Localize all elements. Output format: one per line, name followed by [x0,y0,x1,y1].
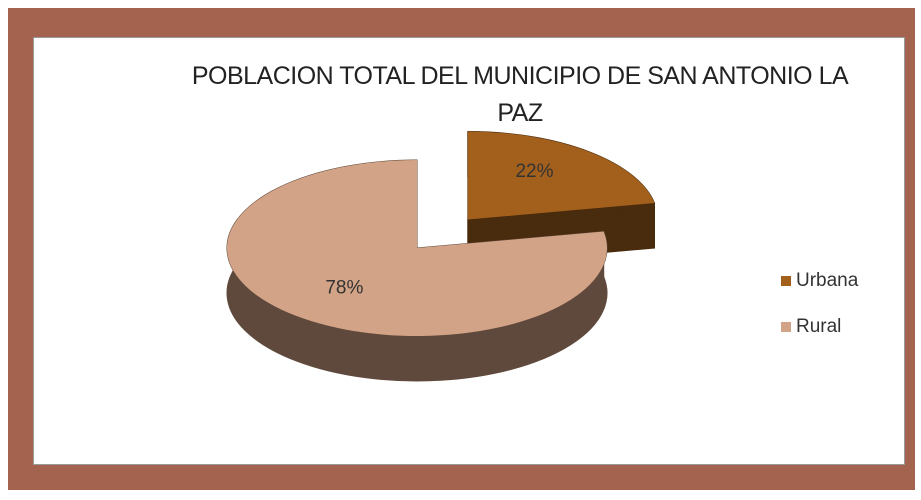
legend-swatch [781,276,791,286]
pie-slice [227,160,607,336]
chart-title: POBLACION TOTAL DEL MUNICIPIO DE SAN ANT… [191,62,849,127]
legend-swatch [781,322,791,332]
legend-label: Urbana [796,270,859,291]
pie-slice [467,131,655,220]
data-label: 22% [515,161,553,182]
legend-label: Rural [796,316,841,337]
data-label: 78% [325,278,363,299]
